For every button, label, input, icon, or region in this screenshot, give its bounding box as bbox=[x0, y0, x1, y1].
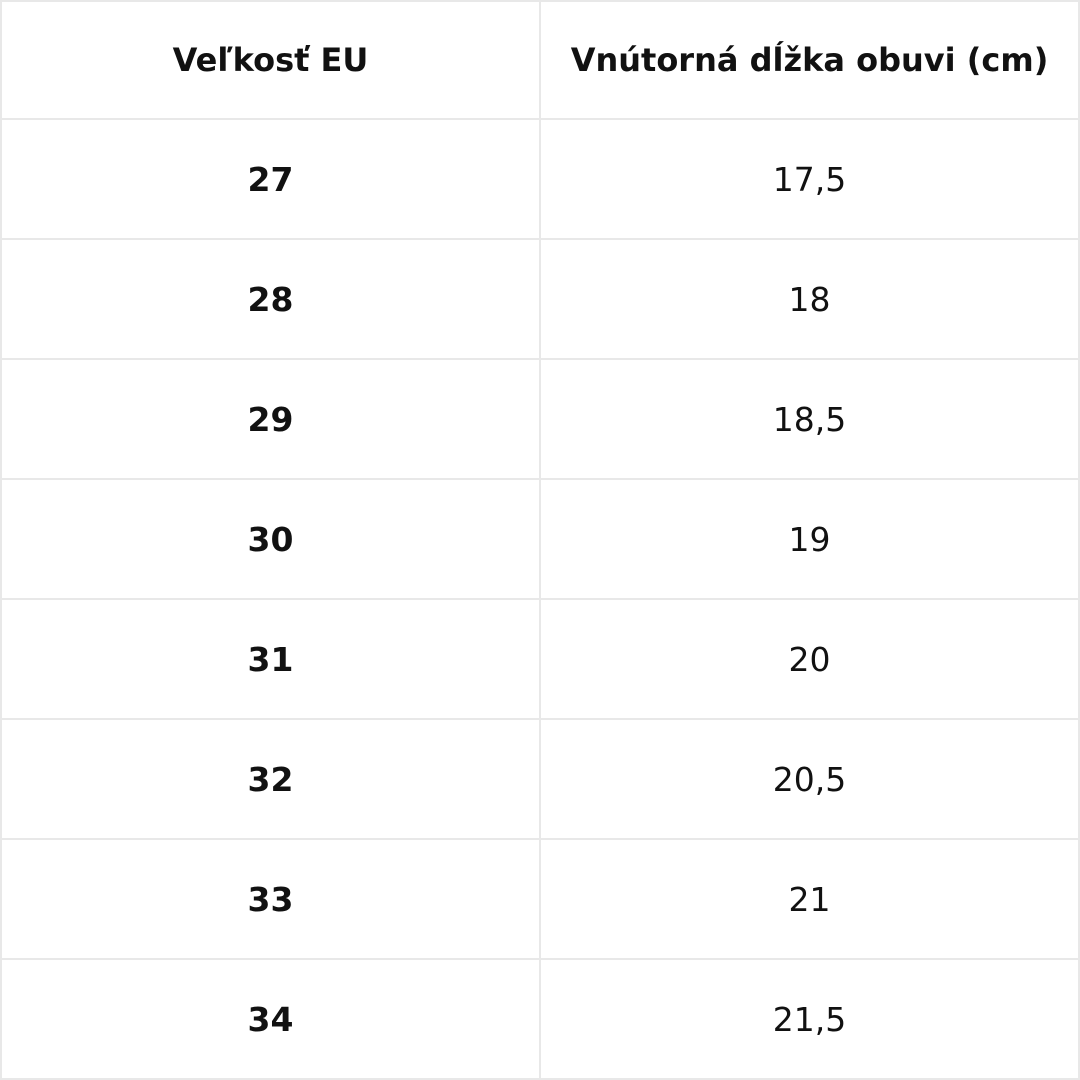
size-cell: 32 bbox=[0, 718, 541, 840]
table-row: 29 18,5 bbox=[0, 358, 1080, 480]
length-cell: 18 bbox=[539, 238, 1080, 360]
table-row: 32 20,5 bbox=[0, 718, 1080, 840]
table-row: 33 21 bbox=[0, 838, 1080, 960]
length-cell: 20 bbox=[539, 598, 1080, 720]
length-cell: 18,5 bbox=[539, 358, 1080, 480]
size-cell: 30 bbox=[0, 478, 541, 600]
table-row: 28 18 bbox=[0, 238, 1080, 360]
size-cell: 27 bbox=[0, 118, 541, 240]
length-cell: 17,5 bbox=[539, 118, 1080, 240]
table-header: Veľkosť EU Vnútorná dĺžka obuvi (cm) bbox=[0, 0, 1080, 120]
length-cell: 20,5 bbox=[539, 718, 1080, 840]
size-cell: 29 bbox=[0, 358, 541, 480]
length-cell: 19 bbox=[539, 478, 1080, 600]
table-body: 27 17,5 28 18 29 18,5 30 19 31 20 32 20,5 33 21 34 21,5 bbox=[0, 118, 1080, 1080]
size-cell: 33 bbox=[0, 838, 541, 960]
size-cell: 31 bbox=[0, 598, 541, 720]
length-cell: 21,5 bbox=[539, 958, 1080, 1080]
header-row: Veľkosť EU Vnútorná dĺžka obuvi (cm) bbox=[0, 0, 1080, 120]
size-cell: 34 bbox=[0, 958, 541, 1080]
table-row: 27 17,5 bbox=[0, 118, 1080, 240]
header-cell: Veľkosť EU bbox=[0, 0, 541, 120]
size-cell: 28 bbox=[0, 238, 541, 360]
length-cell: 21 bbox=[539, 838, 1080, 960]
table-row: 30 19 bbox=[0, 478, 1080, 600]
table-row: 31 20 bbox=[0, 598, 1080, 720]
table-row: 34 21,5 bbox=[0, 958, 1080, 1080]
header-cell: Vnútorná dĺžka obuvi (cm) bbox=[539, 0, 1080, 120]
